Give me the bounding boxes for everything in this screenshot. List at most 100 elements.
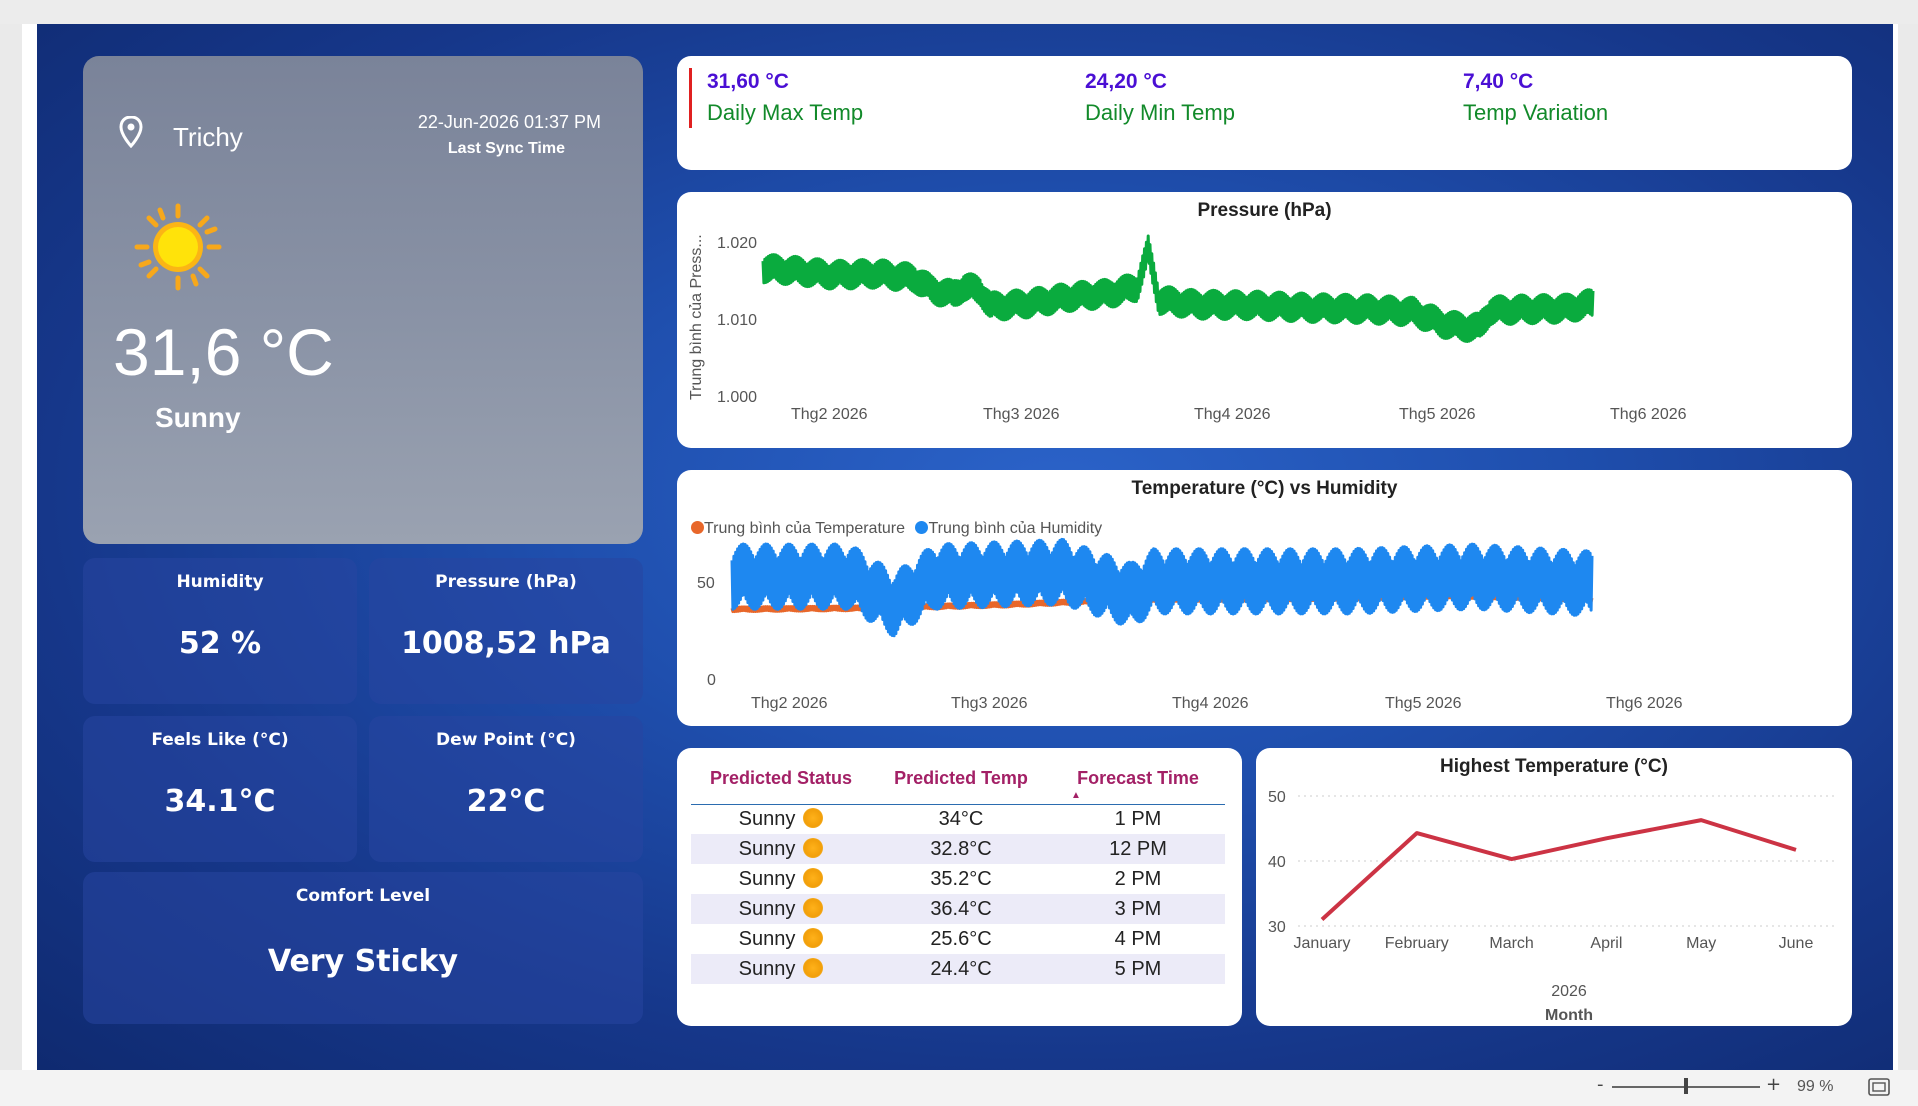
series-line-1 bbox=[730, 537, 1594, 638]
current-temperature: 31,6 °C bbox=[113, 315, 334, 389]
y-tick-label: 1.010 bbox=[717, 312, 757, 329]
pressure-chart: Trung bình của Press... 1.020 1.010 1.00… bbox=[688, 234, 1687, 423]
temp-cell: 32.8°C bbox=[871, 834, 1051, 864]
feels-like-label: Feels Like (°C) bbox=[151, 730, 289, 750]
time-cell: 4 PM bbox=[1114, 927, 1162, 950]
x-tick-label: June bbox=[1779, 935, 1814, 952]
zoom-percentage: 99 % bbox=[1797, 1078, 1834, 1095]
sun-icon bbox=[803, 837, 824, 858]
kpi-value: 31,60 °C bbox=[707, 70, 789, 93]
dew-point-value: 22°C bbox=[466, 784, 546, 819]
temp-cell: 25.6°C bbox=[930, 927, 992, 950]
x-axis-title: Month bbox=[1545, 1007, 1593, 1024]
legend-label-temperature: Trung bình của Temperature bbox=[704, 520, 906, 537]
table-row: Sunny 24.4°C 5 PM bbox=[691, 954, 1225, 984]
x-tick-label: Thg2 2026 bbox=[751, 695, 828, 712]
x-tick-label: Thg5 2026 bbox=[1399, 406, 1476, 423]
pressure-value: 1008,52 hPa bbox=[401, 626, 611, 661]
status-cell: Sunny bbox=[691, 804, 871, 834]
y-tick-label: 50 bbox=[1268, 789, 1286, 806]
x-tick-label: February bbox=[1385, 935, 1449, 952]
temp-cell: 36.4°C bbox=[871, 894, 1051, 924]
y-tick-label: 30 bbox=[1268, 919, 1286, 936]
column-header-predicted-status[interactable]: Predicted Status bbox=[709, 768, 853, 789]
x-tick-label: Thg6 2026 bbox=[1606, 695, 1683, 712]
x-tick-label: Thg3 2026 bbox=[983, 406, 1060, 423]
forecast-table: Predicted Status Predicted Temp Forecast… bbox=[691, 754, 1225, 984]
highest-temp-series-group bbox=[1320, 818, 1797, 921]
highest-temp-chart: 50 40 30 January February March April May Jun… bbox=[1268, 789, 1836, 1024]
x-tick-label: April bbox=[1590, 935, 1622, 952]
x-tick-label: Thg4 2026 bbox=[1172, 695, 1249, 712]
kpi-value: 7,40 °C bbox=[1463, 70, 1534, 93]
x-tick-label: Thg6 2026 bbox=[1610, 406, 1687, 423]
time-cell: 2 PM bbox=[1114, 867, 1162, 890]
zoom-slider-thumb[interactable] bbox=[1684, 1078, 1688, 1094]
status-cell: Sunny bbox=[691, 834, 871, 864]
sun-icon bbox=[803, 957, 824, 978]
chart-title: Pressure (hPa) bbox=[1197, 200, 1332, 221]
sun-icon bbox=[803, 897, 824, 918]
x-axis-sublabel: 2026 bbox=[1551, 983, 1587, 1000]
x-tick-label: Thg2 2026 bbox=[791, 406, 868, 423]
zoom-in-button[interactable]: + bbox=[1766, 1074, 1782, 1095]
kpi-daily-max: 31,60 °C Daily Max Temp bbox=[707, 70, 863, 126]
feels-like-tile: Feels Like (°C) 34.1°C bbox=[83, 716, 357, 862]
x-tick-label: Thg3 2026 bbox=[951, 695, 1028, 712]
x-tick-label: May bbox=[1686, 935, 1716, 952]
sun-icon bbox=[803, 867, 824, 888]
status-text: Sunny bbox=[738, 807, 796, 830]
sync-label: Last Sync Time bbox=[447, 140, 565, 157]
chart-title: Highest Temperature (°C) bbox=[1440, 756, 1668, 777]
sun-icon bbox=[803, 807, 824, 828]
current-weather-card: Trichy 22-Jun-2026 01:37 PM Last Sync Ti… bbox=[83, 56, 643, 544]
temp-humidity-chart-card: Temperature (°C) vs Humidity Trung bình … bbox=[677, 470, 1852, 726]
x-tick-label: Thg4 2026 bbox=[1194, 406, 1271, 423]
comfort-level-tile: Comfort Level Very Sticky bbox=[83, 872, 643, 1024]
table-header-row: Predicted Status Predicted Temp Forecast… bbox=[691, 754, 1225, 804]
y-tick-label: 1.000 bbox=[717, 389, 757, 406]
comfort-value: Very Sticky bbox=[267, 944, 459, 979]
series-line-0 bbox=[1320, 818, 1797, 921]
table-row: Sunny 36.4°C 3 PM bbox=[691, 894, 1225, 924]
status-text: Sunny bbox=[738, 867, 796, 890]
fit-to-page-icon[interactable] bbox=[1868, 1078, 1890, 1096]
temp-cell: 24.4°C bbox=[871, 954, 1051, 984]
x-tick-label: Thg5 2026 bbox=[1385, 695, 1462, 712]
y-axis-title: Trung bình của Press... bbox=[688, 234, 705, 400]
column-header-predicted-temp[interactable]: Predicted Temp bbox=[894, 768, 1028, 789]
x-tick-group: January February March April May June bbox=[1294, 935, 1814, 952]
dew-point-tile: Dew Point (°C) 22°C bbox=[369, 716, 643, 862]
sun-icon bbox=[803, 927, 824, 948]
pressure-chart-card: Pressure (hPa) Trung bình của Press... 1… bbox=[677, 192, 1852, 448]
status-text: Sunny bbox=[738, 927, 796, 950]
zoom-out-button[interactable]: - bbox=[1597, 1074, 1604, 1095]
pressure-tile: Pressure (hPa) 1008,52 hPa bbox=[369, 558, 643, 704]
status-cell: Sunny bbox=[691, 864, 871, 894]
status-cell: Sunny bbox=[691, 894, 871, 924]
column-header-forecast-time[interactable]: Forecast Time ▲ bbox=[1051, 754, 1225, 804]
chart-legend: Trung bình của Temperature Trung bình củ… bbox=[691, 520, 1102, 538]
city-name: Trichy bbox=[173, 122, 243, 152]
temp-humidity-chart: 50 0 Thg2 2026 Thg3 2026 Thg4 2026 Thg5 … bbox=[697, 537, 1683, 712]
y-tick-label: 0 bbox=[707, 672, 716, 689]
forecast-table-card: Predicted Status Predicted Temp Forecast… bbox=[677, 748, 1242, 1026]
status-cell: Sunny bbox=[691, 924, 871, 954]
y-tick-label: 40 bbox=[1268, 854, 1286, 871]
status-text: Sunny bbox=[738, 837, 796, 860]
column-header-label: Forecast Time bbox=[1077, 768, 1199, 789]
dashboard-canvas: Trichy 22-Jun-2026 01:37 PM Last Sync Ti… bbox=[37, 24, 1893, 1070]
temp-humidity-series-group bbox=[730, 537, 1594, 638]
humidity-value: 52 % bbox=[178, 626, 262, 661]
status-cell: Sunny bbox=[691, 954, 871, 984]
time-cell: 3 PM bbox=[1051, 894, 1225, 924]
status-text: Sunny bbox=[738, 897, 796, 920]
kpi-card: 31,60 °C Daily Max Temp 24,20 °C Daily M… bbox=[677, 56, 1852, 170]
kpi-temp-variation: 7,40 °C Temp Variation bbox=[1463, 70, 1608, 126]
time-cell: 1 PM bbox=[1114, 807, 1162, 830]
top-strip bbox=[0, 0, 1918, 24]
table-row: Sunny 25.6°C 4 PM bbox=[691, 924, 1225, 954]
legend-swatch-humidity bbox=[915, 521, 929, 534]
humidity-tile: Humidity 52 % bbox=[83, 558, 357, 704]
kpi-accent-bar bbox=[689, 68, 692, 128]
